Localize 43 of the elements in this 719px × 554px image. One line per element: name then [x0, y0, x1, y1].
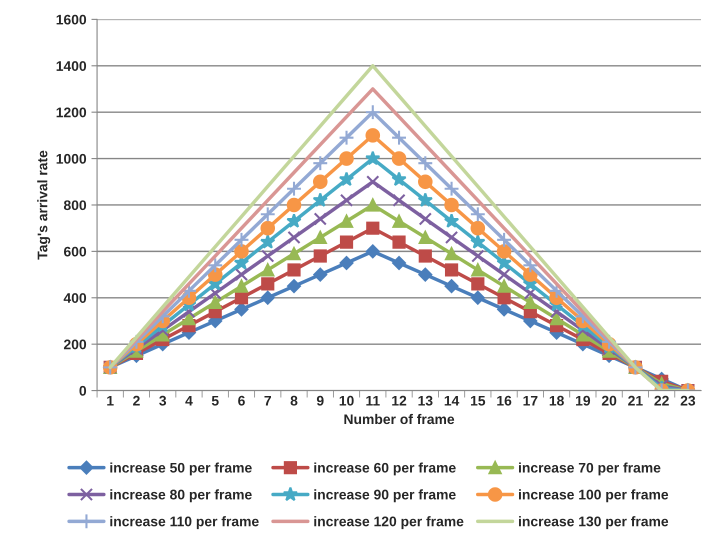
x-tick-label: 6: [238, 396, 245, 406]
y-tick-label: 1400: [56, 61, 86, 71]
x-tick-label: 21: [628, 396, 643, 406]
x-tick-label: 22: [654, 396, 669, 406]
x-tick-label: 1: [107, 396, 114, 406]
x-tick-label: 13: [418, 396, 433, 406]
y-tick-label: 0: [79, 386, 86, 396]
x-tick-label: 19: [576, 396, 590, 406]
legend-label: increase 130 per frame: [519, 516, 668, 530]
x-tick-label: 20: [602, 396, 616, 406]
y-tick-label: 600: [64, 246, 86, 257]
x-tick-label: 16: [497, 396, 512, 406]
legend-label: increase 60 per frame: [314, 462, 456, 476]
x-tick-label: 12: [392, 396, 406, 406]
x-tick-label: 8: [290, 396, 298, 406]
x-tick-label: 15: [470, 396, 486, 406]
y-tick-label: 400: [64, 293, 86, 303]
y-tick-label: 200: [64, 340, 86, 350]
x-tick-label: 14: [444, 396, 460, 406]
legend-label: increase 70 per frame: [519, 462, 660, 476]
y-tick-label: 1200: [56, 108, 86, 118]
x-tick-label: 10: [340, 396, 354, 406]
x-axis-title: Number of frame: [344, 414, 454, 424]
x-tick-label: 17: [523, 396, 538, 406]
legend-label: increase 50 per frame: [110, 462, 252, 476]
legend-label: increase 120 per frame: [314, 516, 464, 530]
x-tick-label: 9: [316, 396, 324, 406]
legend-label: increase 100 per frame: [519, 489, 668, 502]
x-tick-label: 5: [212, 396, 219, 406]
legend-label: increase 80 per frame: [110, 489, 252, 502]
y-tick-label: 1600: [56, 14, 86, 25]
x-tick-label: 4: [185, 396, 193, 406]
x-tick-label: 3: [159, 396, 166, 406]
x-tick-label: 11: [366, 396, 380, 406]
y-tick-label: 1000: [56, 154, 86, 164]
x-tick-label: 7: [264, 396, 271, 406]
y-tick-label: 800: [64, 200, 86, 210]
legend-label: increase 110 per frame: [110, 516, 259, 530]
y-axis-title: Tag's arrival rate: [37, 150, 50, 260]
x-tick-label: 2: [133, 396, 140, 406]
x-tick-label: 23: [680, 396, 696, 406]
x-tick-label: 18: [550, 396, 564, 406]
legend-label: increase 90 per frame: [314, 489, 456, 502]
